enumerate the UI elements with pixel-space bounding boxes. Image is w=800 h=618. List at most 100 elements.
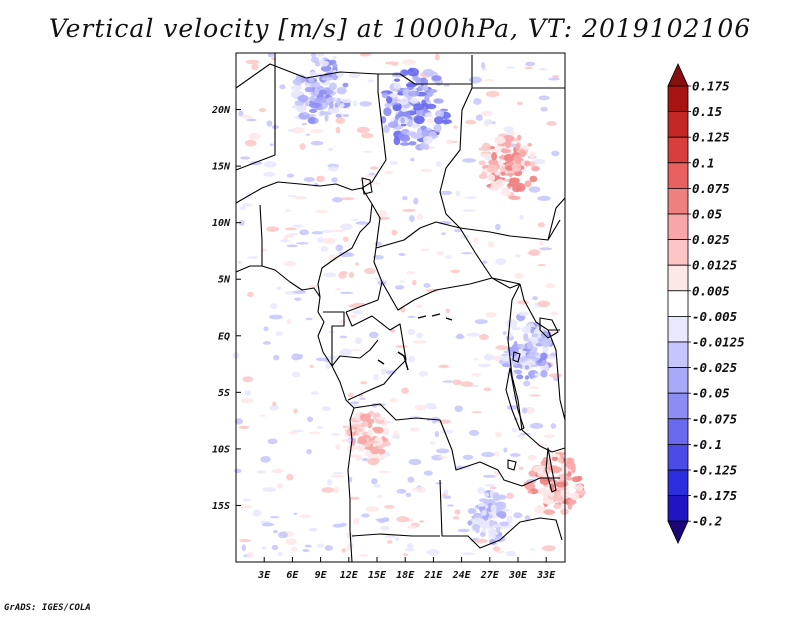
field-speckle	[331, 177, 338, 183]
field-speckle	[511, 427, 517, 433]
field-cell-angola-coast-ascent	[350, 424, 362, 428]
x-tick-label: 18E	[396, 570, 415, 581]
border-mali-niger	[235, 53, 276, 171]
field-speckle	[460, 252, 474, 255]
field-speckle	[460, 381, 474, 387]
field-cell-angola-coast-ascent	[367, 422, 373, 429]
field-speckle	[290, 547, 298, 552]
field-speckle	[359, 52, 371, 57]
field-speckle	[443, 84, 450, 87]
field-cell-saharan-subsidence-north	[304, 86, 314, 93]
field-speckle	[528, 186, 541, 193]
field-speckle	[271, 544, 279, 550]
colorbar-label: -0.025	[692, 360, 738, 375]
field-speckle	[419, 520, 425, 523]
field-speckle	[480, 111, 493, 117]
border-namibia	[351, 533, 440, 537]
field-cell-sudan-ascent	[521, 145, 530, 150]
x-tick-label: 3E	[257, 570, 271, 581]
field-cell-sudan-ascent	[487, 174, 496, 182]
field-speckle	[539, 240, 544, 246]
field-cell-saharan-subsidence-north	[325, 98, 332, 103]
field-cell-sudan-ascent	[529, 175, 538, 183]
field-cell-saharan-subsidence-north	[335, 113, 342, 118]
field-speckle	[532, 296, 538, 301]
field-speckle	[310, 391, 320, 395]
field-speckle	[293, 408, 298, 414]
field-speckle	[239, 205, 247, 211]
field-cell-sudan-ascent	[502, 135, 515, 142]
field-cell-saharan-subsidence-north	[328, 82, 337, 91]
field-speckle	[454, 405, 464, 413]
field-cell-chad-subsidence	[434, 116, 444, 125]
field-cell-chad-subsidence	[424, 94, 430, 102]
field-speckle	[405, 548, 415, 552]
field-speckle	[408, 355, 416, 363]
field-speckle	[368, 331, 379, 339]
field-cell-lake-victoria-subsidence	[505, 319, 518, 328]
field-cell-chad-subsidence	[424, 112, 434, 118]
field-cell-lake-victoria-subsidence	[542, 345, 549, 354]
field-speckle	[351, 304, 359, 308]
field-speckle	[383, 170, 394, 175]
field-cell-angola-coast-ascent	[367, 440, 379, 444]
field-speckle	[269, 143, 274, 146]
field-cell-sudan-ascent	[496, 138, 502, 143]
field-speckle	[271, 468, 284, 474]
field-speckle	[325, 362, 331, 369]
field-speckle	[371, 478, 378, 485]
field-cell-lake-victoria-subsidence	[528, 370, 535, 380]
field-cell-sudan-ascent	[501, 187, 510, 192]
field-cell-chad-subsidence	[422, 84, 429, 92]
field-speckle	[335, 117, 345, 125]
x-tick-label: 30E	[508, 570, 528, 581]
field-speckle	[453, 228, 463, 233]
field-cell-chad-subsidence	[386, 95, 393, 104]
colorbar-bin	[667, 443, 689, 471]
field-speckle	[377, 470, 391, 474]
field-speckle	[361, 513, 370, 518]
field-cell-sudan-ascent	[520, 160, 526, 166]
field-speckle	[269, 516, 280, 519]
field-cell-zambia-subsidence	[506, 515, 513, 525]
field-speckle	[501, 353, 509, 357]
field-speckle	[365, 506, 379, 512]
y-tick-label: 5S	[218, 388, 230, 399]
field-speckle	[524, 406, 536, 414]
field-speckle	[453, 125, 458, 129]
field-cell-zambia-subsidence	[499, 521, 509, 527]
field-speckle	[262, 487, 277, 492]
colorbar-label: -0.0125	[692, 335, 745, 350]
field-speckle	[242, 498, 251, 502]
field-cell-malawi-ascent	[542, 457, 549, 465]
field-speckle	[285, 538, 297, 546]
field-speckle	[524, 66, 534, 70]
field-speckle	[377, 494, 383, 499]
field-speckle	[423, 470, 433, 476]
field-cell-sudan-ascent	[508, 195, 521, 200]
field-speckle	[506, 492, 514, 500]
field-speckle	[278, 531, 288, 539]
field-speckle	[413, 197, 419, 205]
field-speckle	[358, 554, 369, 557]
field-speckle	[245, 59, 260, 65]
field-cell-angola-coast-ascent	[375, 416, 386, 420]
field-cell-sudan-ascent	[478, 160, 486, 166]
field-speckle	[234, 418, 243, 425]
colorbar-bin	[667, 85, 689, 113]
lake-malawi	[545, 447, 557, 493]
field-speckle	[239, 538, 251, 543]
border-drc-angola	[353, 403, 560, 487]
field-speckle	[384, 505, 395, 509]
field-speckle	[466, 332, 481, 337]
border-sudan-ethiopia	[547, 197, 566, 241]
field-speckle	[537, 300, 551, 308]
field-speckle	[474, 538, 488, 544]
field-speckle	[436, 448, 450, 454]
field-speckle	[246, 551, 254, 559]
field-speckle	[514, 272, 524, 279]
field-speckle	[516, 434, 526, 438]
field-cell-zambia-subsidence	[467, 520, 473, 526]
field-speckle	[330, 433, 341, 436]
field-speckle	[517, 101, 523, 106]
